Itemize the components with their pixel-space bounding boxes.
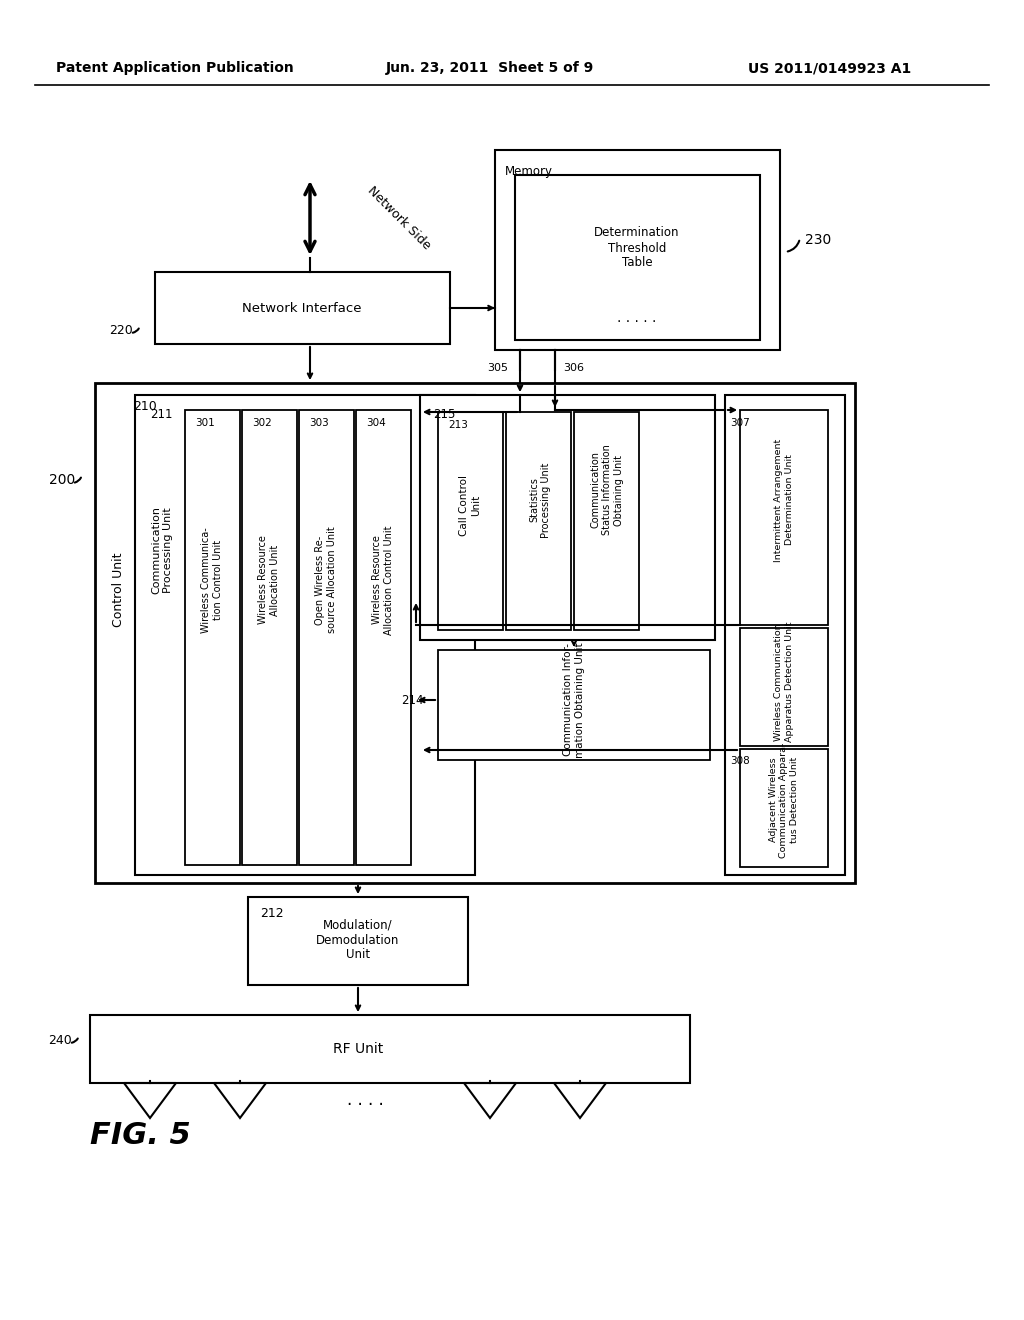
Bar	[242, 411, 297, 865]
Bar	[740, 748, 828, 867]
Text: 214: 214	[401, 693, 424, 706]
Text: Wireless Resource
Allocation Unit: Wireless Resource Allocation Unit	[258, 536, 280, 624]
Text: Communication
Processing Unit: Communication Processing Unit	[152, 506, 173, 594]
Text: Intermittent Arrangement
Determination Unit: Intermittent Arrangement Determination U…	[774, 438, 794, 561]
Bar	[356, 411, 411, 865]
Text: 230: 230	[805, 234, 831, 247]
Text: 212: 212	[260, 907, 284, 920]
Bar	[90, 1015, 690, 1082]
Text: Wireless Communication
Apparatus Detection Unit: Wireless Communication Apparatus Detecti…	[774, 622, 794, 742]
Bar	[248, 898, 468, 985]
Bar	[438, 649, 710, 760]
Bar	[574, 412, 639, 630]
Text: Communication Infor-
mation Obtaining Unit: Communication Infor- mation Obtaining Un…	[563, 643, 585, 758]
Text: Network Side: Network Side	[365, 183, 433, 252]
Text: Statistics
Processing Unit: Statistics Processing Unit	[529, 462, 551, 537]
Text: FIG. 5: FIG. 5	[90, 1121, 190, 1150]
Text: 308: 308	[730, 756, 750, 766]
Text: 215: 215	[433, 408, 456, 421]
Text: Call Control
Unit: Call Control Unit	[459, 474, 481, 536]
Text: Determination
Threshold
Table: Determination Threshold Table	[594, 227, 680, 269]
Text: RF Unit: RF Unit	[333, 1041, 383, 1056]
Text: 301: 301	[195, 418, 215, 428]
Text: 211: 211	[150, 408, 172, 421]
Text: 305: 305	[487, 363, 508, 374]
Text: 240: 240	[48, 1034, 72, 1047]
Text: 304: 304	[366, 418, 386, 428]
Text: 220: 220	[110, 323, 133, 337]
Bar	[725, 395, 845, 875]
Text: 307: 307	[730, 418, 750, 428]
Text: Wireless Communica-
tion Control Unit: Wireless Communica- tion Control Unit	[201, 527, 223, 632]
Text: Open Wireless Re-
source Allocation Unit: Open Wireless Re- source Allocation Unit	[315, 527, 337, 634]
Text: . . . . .: . . . . .	[617, 312, 656, 325]
Bar	[740, 411, 828, 624]
Text: Adjacent Wireless
Communication Appara-
tus Detection Unit: Adjacent Wireless Communication Appara- …	[769, 742, 799, 858]
Bar	[420, 395, 715, 640]
Text: 306: 306	[563, 363, 584, 374]
Text: 303: 303	[309, 418, 329, 428]
Text: . . . .: . . . .	[347, 1092, 383, 1109]
Bar	[495, 150, 780, 350]
Bar	[155, 272, 450, 345]
Text: Wireless Resource
Allocation Control Unit: Wireless Resource Allocation Control Uni…	[372, 525, 394, 635]
Text: Memory: Memory	[505, 165, 553, 178]
Text: Communication
Status Information
Obtaining Unit: Communication Status Information Obtaini…	[591, 445, 624, 536]
Text: 213: 213	[449, 420, 468, 430]
Bar	[95, 383, 855, 883]
Bar	[299, 411, 354, 865]
Text: US 2011/0149923 A1: US 2011/0149923 A1	[749, 61, 911, 75]
Text: Modulation/
Demodulation
Unit: Modulation/ Demodulation Unit	[316, 919, 399, 961]
Text: 200: 200	[49, 473, 75, 487]
Bar	[135, 395, 475, 875]
Bar	[506, 412, 571, 630]
Text: Patent Application Publication: Patent Application Publication	[56, 61, 294, 75]
Text: Network Interface: Network Interface	[243, 301, 361, 314]
Text: 210: 210	[133, 400, 157, 413]
Text: Jun. 23, 2011  Sheet 5 of 9: Jun. 23, 2011 Sheet 5 of 9	[386, 61, 594, 75]
Text: Control Unit: Control Unit	[112, 553, 125, 627]
Bar	[740, 628, 828, 746]
Bar	[515, 176, 760, 341]
Bar	[438, 412, 503, 630]
Text: 302: 302	[252, 418, 271, 428]
Bar	[185, 411, 240, 865]
